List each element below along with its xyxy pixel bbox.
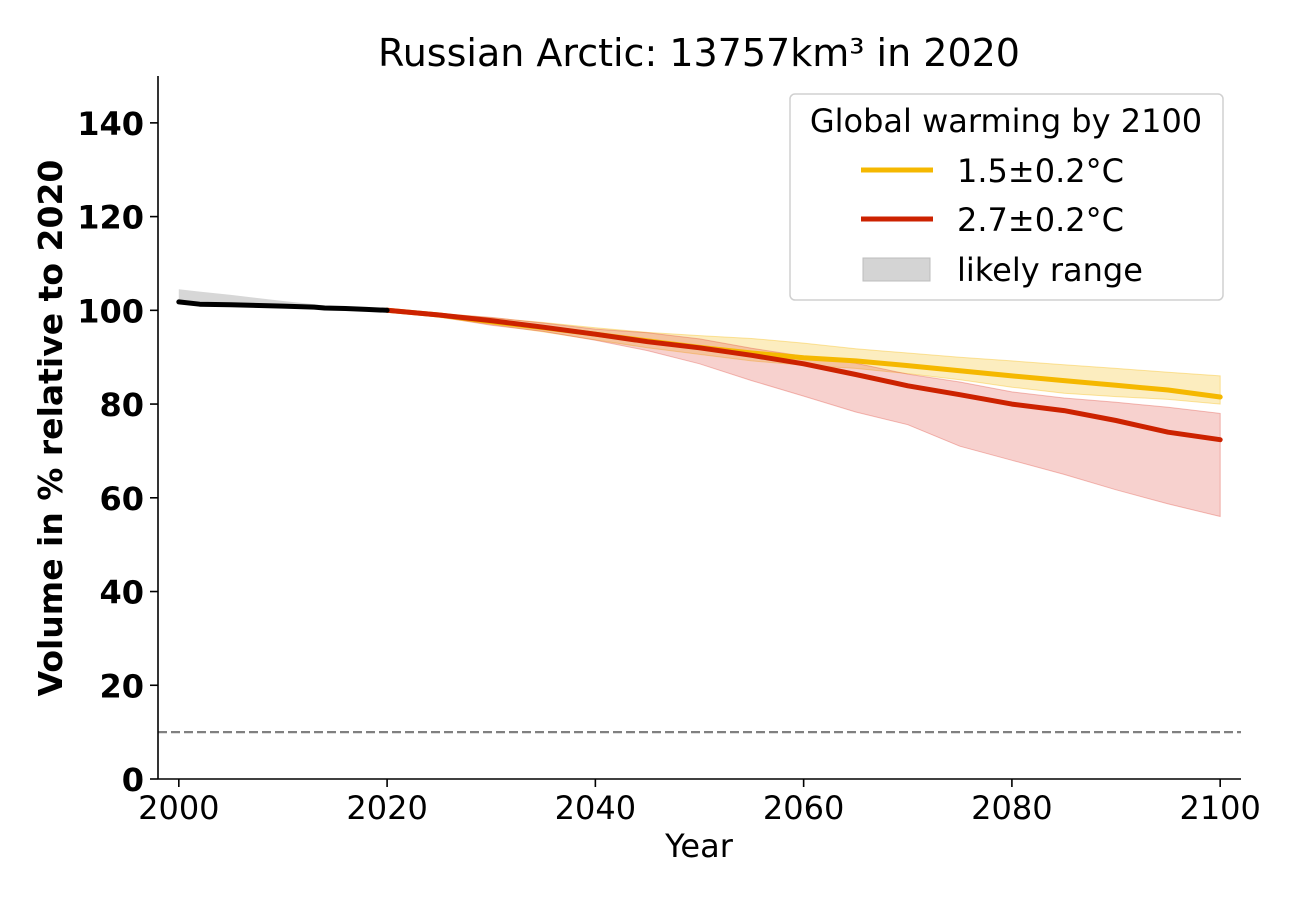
- legend-frame: [789, 93, 1224, 301]
- uncertainty-bands: [178, 289, 1221, 518]
- x-tick-label: 2060: [763, 789, 844, 827]
- x-tick-label: 2020: [346, 789, 427, 827]
- y-tick-label: 0: [122, 761, 144, 799]
- chart-title: Russian Arctic: 13757km³ in 2020: [378, 31, 1020, 75]
- y-tick-label: 140: [77, 105, 144, 143]
- x-axis-ticks: 2000 2020 2040 2060 2080 2100: [138, 779, 1261, 827]
- legend: Global warming by 2100 1.5±0.2°C 2.7±0.2…: [789, 93, 1224, 301]
- axes: [157, 76, 1241, 780]
- legend-patch-likely-range: [862, 257, 931, 282]
- y-tick-label: 40: [99, 574, 144, 612]
- legend-label-2-7: 2.7±0.2°C: [957, 201, 1124, 239]
- y-tick-label: 60: [99, 480, 144, 518]
- x-tick-label: 2000: [138, 789, 219, 827]
- x-tick-label: 2100: [1179, 789, 1260, 827]
- likely-range-band-2-7-0-2-c: [387, 309, 1221, 518]
- series-lines: [176, 299, 1223, 443]
- x-tick-label: 2040: [555, 789, 636, 827]
- y-tick-label: 100: [77, 292, 144, 330]
- x-tick-label: 2080: [971, 789, 1052, 827]
- y-axis-label: Volume in % relative to 2020: [31, 160, 70, 697]
- historical-line: [176, 299, 390, 313]
- y-tick-label: 120: [77, 199, 144, 237]
- y-axis-ticks: 0 20 40 60 80 100 120 140: [77, 105, 158, 799]
- series-line-2-7-0-2-c: [384, 307, 1223, 443]
- legend-title: Global warming by 2100: [810, 102, 1202, 140]
- y-tick-label: 20: [99, 667, 144, 705]
- legend-label-likely-range: likely range: [957, 251, 1143, 289]
- y-tick-label: 80: [99, 386, 144, 424]
- legend-label-1-5: 1.5±0.2°C: [957, 152, 1124, 190]
- x-axis-label: Year: [664, 827, 734, 865]
